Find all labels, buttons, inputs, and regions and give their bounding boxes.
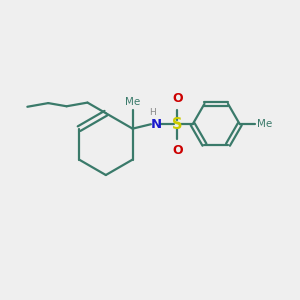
Text: N: N bbox=[151, 118, 162, 131]
Text: Me: Me bbox=[125, 98, 140, 107]
Text: O: O bbox=[172, 92, 183, 104]
Text: Me: Me bbox=[256, 119, 272, 129]
Text: H: H bbox=[149, 108, 156, 117]
Text: S: S bbox=[172, 117, 183, 132]
Text: O: O bbox=[172, 144, 183, 157]
